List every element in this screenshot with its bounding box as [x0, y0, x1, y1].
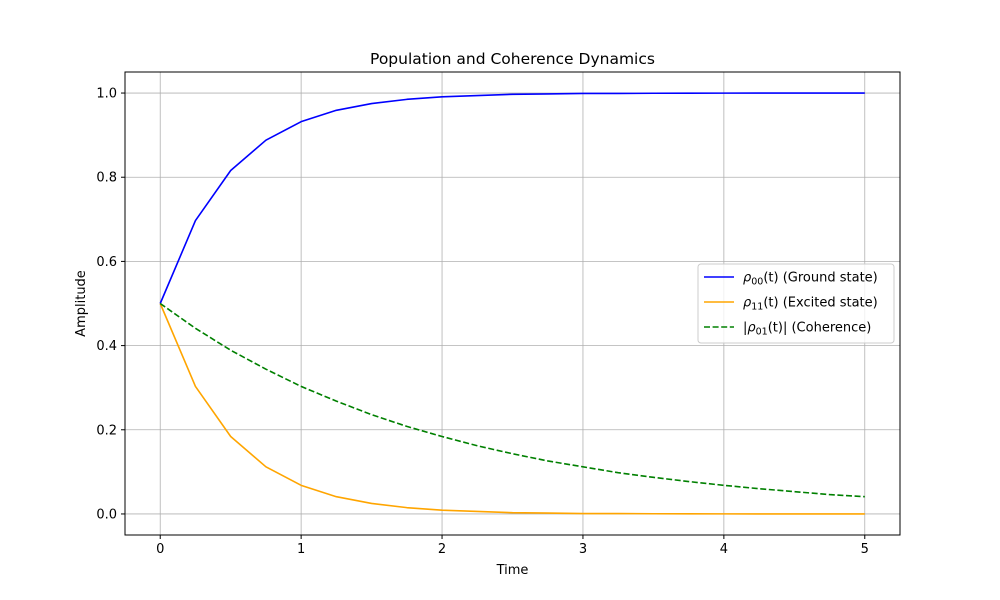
x-tick-label: 2 [438, 542, 446, 557]
y-tick-label: 0.0 [96, 507, 117, 522]
legend-label-1: ρ00(t) (Ground state) [743, 271, 878, 288]
axis-ticks: 0 1 2 3 4 5 0.0 0.2 0.4 0.6 0.8 1.0 [96, 87, 869, 557]
legend: ρ00(t) (Ground state) ρ11(t) (Excited sta… [697, 263, 895, 344]
y-tick-label: 1.0 [96, 87, 117, 102]
series-line-2 [159, 303, 865, 515]
x-tick-label: 3 [579, 542, 587, 557]
y-tick-label: 0.8 [96, 171, 117, 186]
x-tick-label: 4 [720, 542, 728, 557]
legend-label-3: |ρ01(t)| (Coherence) [743, 321, 871, 338]
plot-frame [124, 71, 901, 536]
x-tick-label: 0 [156, 542, 164, 557]
legend-label-2: ρ11(t) (Excited state) [743, 296, 878, 313]
chart-title: Population and Coherence Dynamics [370, 50, 655, 68]
y-tick-label: 0.4 [96, 339, 117, 354]
legend-box [697, 263, 895, 344]
x-tick-label: 5 [861, 542, 869, 557]
series-line-3 [159, 302, 865, 498]
y-tick-label: 0.2 [96, 423, 117, 438]
x-axis-title: Time [496, 563, 529, 578]
x-tick-label: 1 [297, 542, 305, 557]
series-lines [159, 92, 865, 515]
y-axis-title: Amplitude [74, 270, 89, 337]
series-line-1 [159, 92, 865, 304]
y-tick-label: 0.6 [96, 255, 117, 270]
